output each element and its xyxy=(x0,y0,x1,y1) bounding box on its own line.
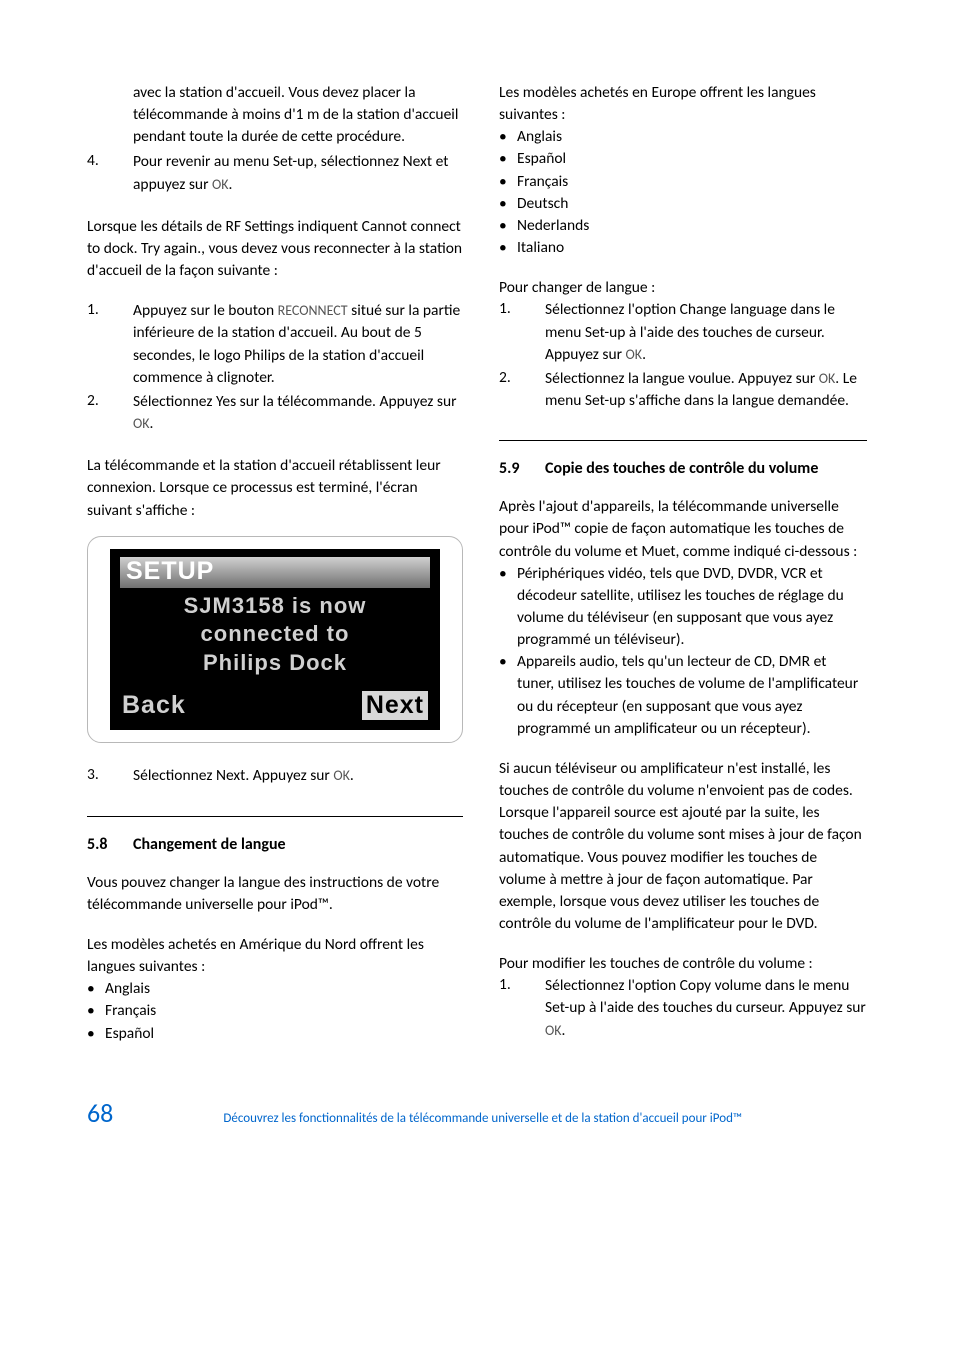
change-lang-step-2: 2. Sélectionnez la langue voulue. Appuye… xyxy=(499,368,867,412)
lcd-title: SETUP xyxy=(120,557,430,588)
step-number: 1. xyxy=(87,300,133,389)
lang-bullet: •Español xyxy=(499,148,867,170)
left-column: avec la station d'accueil. Vous devez pl… xyxy=(87,82,463,1045)
page-number: 68 xyxy=(87,1097,113,1129)
intro-paragraph: avec la station d'accueil. Vous devez pl… xyxy=(87,82,463,148)
step-body: Sélectionnez Yes sur la télécommande. Ap… xyxy=(133,391,463,435)
lcd-next-button: Next xyxy=(362,691,428,720)
section-5-9-notes: Si aucun téléviseur ou amplificateur n'e… xyxy=(499,758,867,935)
section-5-9-intro: Après l'ajout d'appareils, la télécomman… xyxy=(499,496,867,562)
lang-bullet: •Italiano xyxy=(499,237,867,259)
lcd-screenshot: SETUP SJM3158 is now connected to Philip… xyxy=(87,536,463,744)
section-separator xyxy=(499,440,867,441)
right-column: Les modèles achetés en Europe offrent le… xyxy=(499,82,867,1045)
lang-bullet: •Nederlands xyxy=(499,215,867,237)
step-body: Sélectionnez l'option Copy volume dans l… xyxy=(545,975,867,1041)
lcd-line: connected to xyxy=(120,620,430,649)
step-body: Pour revenir au menu Set-up, sélectionne… xyxy=(133,151,463,195)
heading-number: 5.8 xyxy=(87,835,133,854)
reconnect-result-paragraph: La télécommande et la station d'accueil … xyxy=(87,455,463,521)
lang-bullet: •Anglais xyxy=(499,126,867,148)
reconnect-step-1: 1. Appuyez sur le bouton RECONNECT situé… xyxy=(87,300,463,389)
step-body: Sélectionnez la langue voulue. Appuyez s… xyxy=(545,368,867,412)
na-models-paragraph: Les modèles achetés en Amérique du Nord … xyxy=(87,934,463,978)
footer-text: Découvrez les fonctionnalités de la télé… xyxy=(223,1111,742,1126)
reconnect-step-2: 2. Sélectionnez Yes sur la télécommande.… xyxy=(87,391,463,435)
lang-bullet: •Français xyxy=(87,1000,463,1022)
lang-bullet: •Español xyxy=(87,1023,463,1045)
step-number: 2. xyxy=(499,368,545,412)
step-number: 1. xyxy=(499,299,545,365)
heading-5-9: 5.9 Copie des touches de contrôle du vol… xyxy=(499,459,867,478)
step-number: 1. xyxy=(499,975,545,1041)
lcd-button-row: Back Next xyxy=(120,691,430,720)
two-column-layout: avec la station d'accueil. Vous devez pl… xyxy=(87,82,867,1045)
modify-volume-intro: Pour modifier les touches de contrôle du… xyxy=(499,953,867,975)
eu-models-paragraph: Les modèles achetés en Europe offrent le… xyxy=(499,82,867,126)
change-language-intro: Pour changer de langue : xyxy=(499,277,867,299)
page-footer: 68 Découvrez les fonctionnalités de la t… xyxy=(87,1097,867,1129)
heading-5-8: 5.8 Changement de langue xyxy=(87,835,463,854)
change-lang-step-1: 1. Sélectionnez l'option Change language… xyxy=(499,299,867,365)
lcd-inner: SETUP SJM3158 is now connected to Philip… xyxy=(110,549,440,731)
copy-volume-step-1: 1. Sélectionnez l'option Copy volume dan… xyxy=(499,975,867,1041)
lcd-back-button: Back xyxy=(122,691,186,720)
reconnect-step-3: 3. Sélectionnez Next. Appuyez sur OK. xyxy=(87,765,463,787)
cannot-connect-paragraph: Lorsque les détails de RF Settings indiq… xyxy=(87,216,463,282)
lang-bullet: •Anglais xyxy=(87,978,463,1000)
section-5-8-intro: Vous pouvez changer la langue des instru… xyxy=(87,872,463,916)
step-number: 2. xyxy=(87,391,133,435)
lang-bullet: •Deutsch xyxy=(499,193,867,215)
step-body: Sélectionnez Next. Appuyez sur OK. xyxy=(133,765,463,787)
heading-title: Changement de langue xyxy=(133,835,286,854)
volume-bullet-video: •Périphériques vidéo, tels que DVD, DVDR… xyxy=(499,563,867,652)
lang-bullet: •Français xyxy=(499,171,867,193)
step-body: Sélectionnez l'option Change language da… xyxy=(545,299,867,365)
step-number: 3. xyxy=(87,765,133,787)
heading-title: Copie des touches de contrôle du volume xyxy=(545,459,818,478)
step-4: 4. Pour revenir au menu Set-up, sélectio… xyxy=(87,151,463,195)
section-separator xyxy=(87,816,463,817)
step-number: 4. xyxy=(87,151,133,195)
heading-number: 5.9 xyxy=(499,459,545,478)
step-body: Appuyez sur le bouton RECONNECT situé su… xyxy=(133,300,463,389)
lcd-line: Philips Dock xyxy=(120,649,430,678)
volume-bullet-audio: •Appareils audio, tels qu'un lecteur de … xyxy=(499,651,867,740)
lcd-line: SJM3158 is now xyxy=(120,592,430,621)
